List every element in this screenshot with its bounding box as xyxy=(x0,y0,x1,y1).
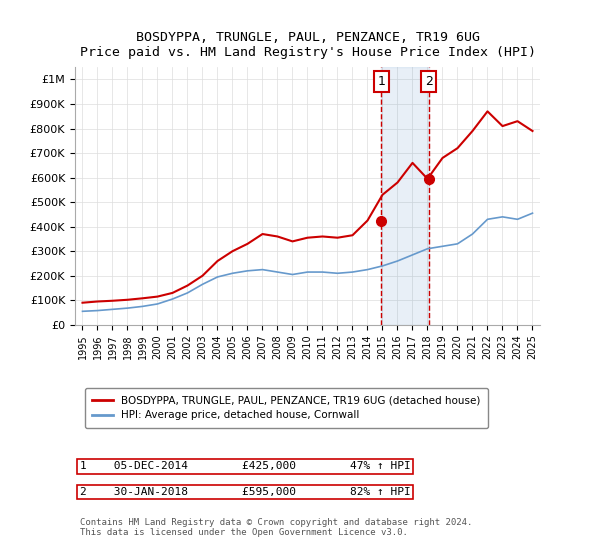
Legend: BOSDYPPA, TRUNGLE, PAUL, PENZANCE, TR19 6UG (detached house), HPI: Average price: BOSDYPPA, TRUNGLE, PAUL, PENZANCE, TR19 … xyxy=(85,388,488,428)
Title: BOSDYPPA, TRUNGLE, PAUL, PENZANCE, TR19 6UG
Price paid vs. HM Land Registry's Ho: BOSDYPPA, TRUNGLE, PAUL, PENZANCE, TR19 … xyxy=(79,31,536,59)
Text: 2    30-JAN-2018        £595,000        82% ↑ HPI: 2 30-JAN-2018 £595,000 82% ↑ HPI xyxy=(80,487,410,497)
Bar xyxy=(381,67,428,325)
Text: 1: 1 xyxy=(377,75,385,88)
Text: 1    05-DEC-2014        £425,000        47% ↑ HPI: 1 05-DEC-2014 £425,000 47% ↑ HPI xyxy=(80,461,410,472)
Text: 2: 2 xyxy=(425,75,433,88)
Text: Contains HM Land Registry data © Crown copyright and database right 2024.
This d: Contains HM Land Registry data © Crown c… xyxy=(80,518,472,538)
